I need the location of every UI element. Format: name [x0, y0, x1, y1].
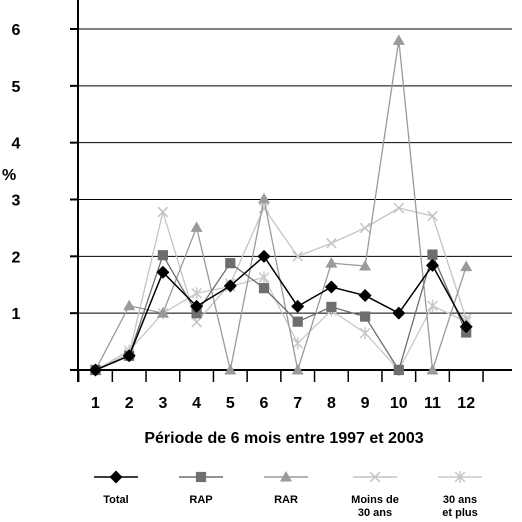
- data-point-x: [258, 202, 270, 214]
- data-point-triangle: [123, 299, 136, 311]
- legend-label: RAP: [189, 494, 212, 506]
- legend-label: Total: [103, 494, 128, 506]
- data-point-triangle: [190, 221, 203, 232]
- y-tick-label: 3: [12, 193, 21, 210]
- data-point-square: [157, 250, 168, 261]
- data-point-diamond: [459, 320, 473, 334]
- data-point-triangle: [280, 471, 292, 482]
- data-point-diamond: [392, 306, 406, 320]
- data-point-x: [393, 202, 405, 214]
- y-tick-label: 5: [12, 79, 21, 96]
- legend-item: RAP: [179, 471, 223, 506]
- data-point-triangle: [460, 260, 473, 272]
- x-tick-label: 7: [293, 395, 302, 412]
- y-tick-label: 2: [12, 249, 21, 266]
- data-point-square: [427, 249, 438, 260]
- x-tick-label: 11: [424, 395, 441, 412]
- data-point-triangle: [156, 307, 169, 318]
- data-point-diamond: [109, 470, 123, 484]
- data-point-diamond: [89, 363, 102, 377]
- data-point-triangle: [291, 364, 304, 375]
- data-point-diamond: [291, 299, 305, 313]
- legend-label: 30 ans: [358, 507, 392, 519]
- series-line: [95, 252, 467, 372]
- legend-item: Total: [94, 470, 138, 506]
- series-line: [95, 276, 467, 372]
- series-layer: [89, 34, 473, 377]
- x-tick-label: 6: [260, 395, 269, 412]
- data-point-square: [393, 364, 404, 376]
- data-point-diamond: [324, 280, 338, 294]
- data-point-asterisk: [454, 471, 466, 483]
- series-total: [89, 249, 473, 377]
- legend-label: et plus: [442, 507, 477, 519]
- x-tick-label: 5: [226, 395, 235, 412]
- data-point-asterisk: [292, 337, 304, 350]
- data-point-x: [427, 210, 438, 222]
- series-rar: [89, 34, 473, 375]
- data-point-diamond: [358, 289, 372, 303]
- x-axis-label: Période de 6 mois entre 1997 et 2003: [144, 430, 423, 447]
- data-point-x: [326, 237, 337, 249]
- data-point-square: [258, 283, 270, 294]
- data-point-square: [191, 308, 202, 319]
- data-point-x: [191, 316, 202, 328]
- y-tick-label: 1: [12, 306, 21, 323]
- x-tick-label: 2: [125, 395, 134, 412]
- data-point-asterisk: [191, 287, 202, 300]
- data-point-square: [360, 311, 371, 322]
- series-line: [95, 255, 467, 371]
- data-point-triangle: [426, 364, 439, 375]
- y-tick-label: 4: [12, 136, 21, 153]
- data-point-x: [157, 206, 169, 218]
- data-point-square: [292, 316, 303, 327]
- data-point-asterisk: [427, 299, 438, 312]
- data-point-square: [225, 258, 236, 269]
- series-moins-de-30-ans: [90, 202, 472, 376]
- legend-label: RAR: [274, 494, 298, 506]
- series-line: [95, 206, 467, 371]
- data-point-triangle: [224, 364, 237, 375]
- x-tick-label: 10: [390, 395, 408, 412]
- x-tick-label: 1: [91, 395, 100, 412]
- y-tick-label: 6: [12, 22, 21, 39]
- x-tick-label: 3: [158, 395, 167, 412]
- data-point-asterisk: [359, 327, 371, 340]
- data-point-triangle: [392, 34, 405, 45]
- legend-label: 30 ans: [443, 494, 477, 506]
- legend-item: RAR: [264, 471, 308, 506]
- y-axis-label: %: [2, 167, 16, 184]
- data-point-diamond: [257, 249, 271, 263]
- data-point-diamond: [223, 279, 237, 293]
- data-point-x: [359, 222, 371, 234]
- data-point-square: [326, 301, 337, 313]
- data-point-x: [292, 251, 304, 262]
- data-point-diamond: [190, 299, 204, 313]
- axes: [70, 0, 512, 382]
- data-point-triangle: [325, 257, 338, 268]
- legend-label: Moins de: [351, 494, 399, 506]
- data-point-triangle: [359, 259, 372, 271]
- x-tick-label: 4: [192, 395, 201, 412]
- x-tick-label: 8: [327, 395, 336, 412]
- data-point-x: [369, 471, 381, 483]
- data-point-diamond: [156, 265, 170, 279]
- series-line: [94, 40, 467, 371]
- x-tick-label: 12: [457, 395, 475, 412]
- data-point-triangle: [258, 192, 270, 204]
- data-point-diamond: [426, 258, 439, 272]
- data-point-square: [195, 471, 207, 483]
- x-tick-label: 9: [361, 395, 370, 412]
- gridlines: [78, 28, 512, 314]
- data-point-diamond: [122, 349, 136, 363]
- data-point-asterisk: [258, 271, 270, 284]
